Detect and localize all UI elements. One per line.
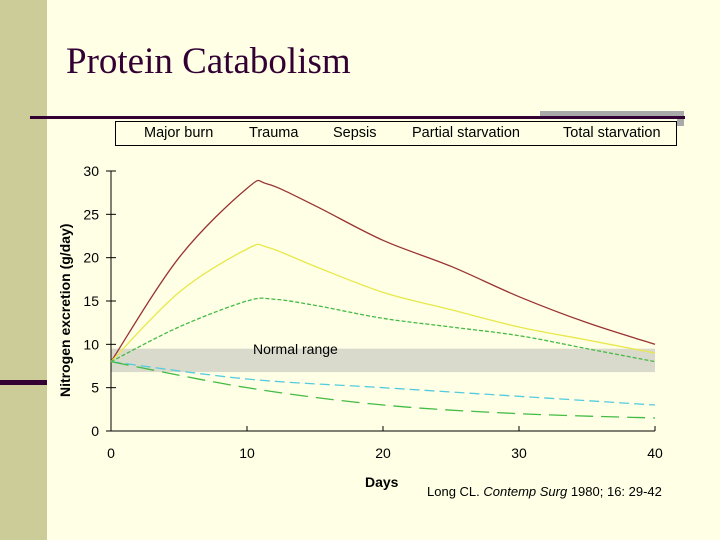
legend-entry: Sepsis	[333, 125, 377, 141]
x-tick-label: 0	[107, 445, 115, 461]
series-line-partial-starvation	[110, 361, 656, 406]
x-axis-label: Days	[365, 474, 399, 490]
y-tick-label: 15	[83, 293, 99, 309]
gray-accent-rule	[540, 111, 684, 116]
legend-entry: Trauma	[249, 125, 299, 141]
normal-range-band	[111, 348, 655, 373]
y-tick-label: 30	[83, 163, 99, 179]
title-rule	[30, 116, 685, 119]
series-line-major-burn	[110, 179, 656, 363]
x-tick-label: 10	[239, 445, 255, 461]
slide-title: Protein Catabolism	[66, 41, 351, 82]
gray-accent-square	[677, 117, 684, 126]
y-tick-label: 20	[83, 250, 99, 266]
chart-legend: Major burn Trauma Sepsis Partial starvat…	[115, 121, 677, 146]
x-tick-label: 20	[375, 445, 391, 461]
y-tick-label: 5	[91, 380, 99, 396]
series-line-sepsis	[110, 297, 656, 363]
y-axis-label: Nitrogen excretion (g/day)	[57, 223, 73, 397]
x-tick-label: 40	[647, 445, 663, 461]
legend-entry: Major burn	[144, 125, 214, 141]
series-line-trauma	[110, 243, 656, 363]
citation-details: 1980; 16: 29-42	[567, 484, 662, 499]
citation: Long CL. Contemp Surg 1980; 16: 29-42	[427, 484, 662, 499]
y-tick-label: 25	[83, 206, 99, 222]
legend-entry: Total starvation	[563, 125, 661, 141]
y-tick-label: 0	[91, 423, 99, 439]
citation-authors: Long CL.	[427, 484, 484, 499]
legend-entry: Partial starvation	[412, 125, 520, 141]
y-tick-label: 10	[83, 336, 99, 352]
slide-accent-bar	[0, 380, 47, 385]
series-line-total-starvation	[110, 361, 656, 419]
x-tick-label: 30	[511, 445, 527, 461]
normal-range-label: Normal range	[253, 341, 338, 357]
slide-left-bar	[0, 0, 47, 540]
citation-journal: Contemp Surg	[483, 484, 568, 499]
